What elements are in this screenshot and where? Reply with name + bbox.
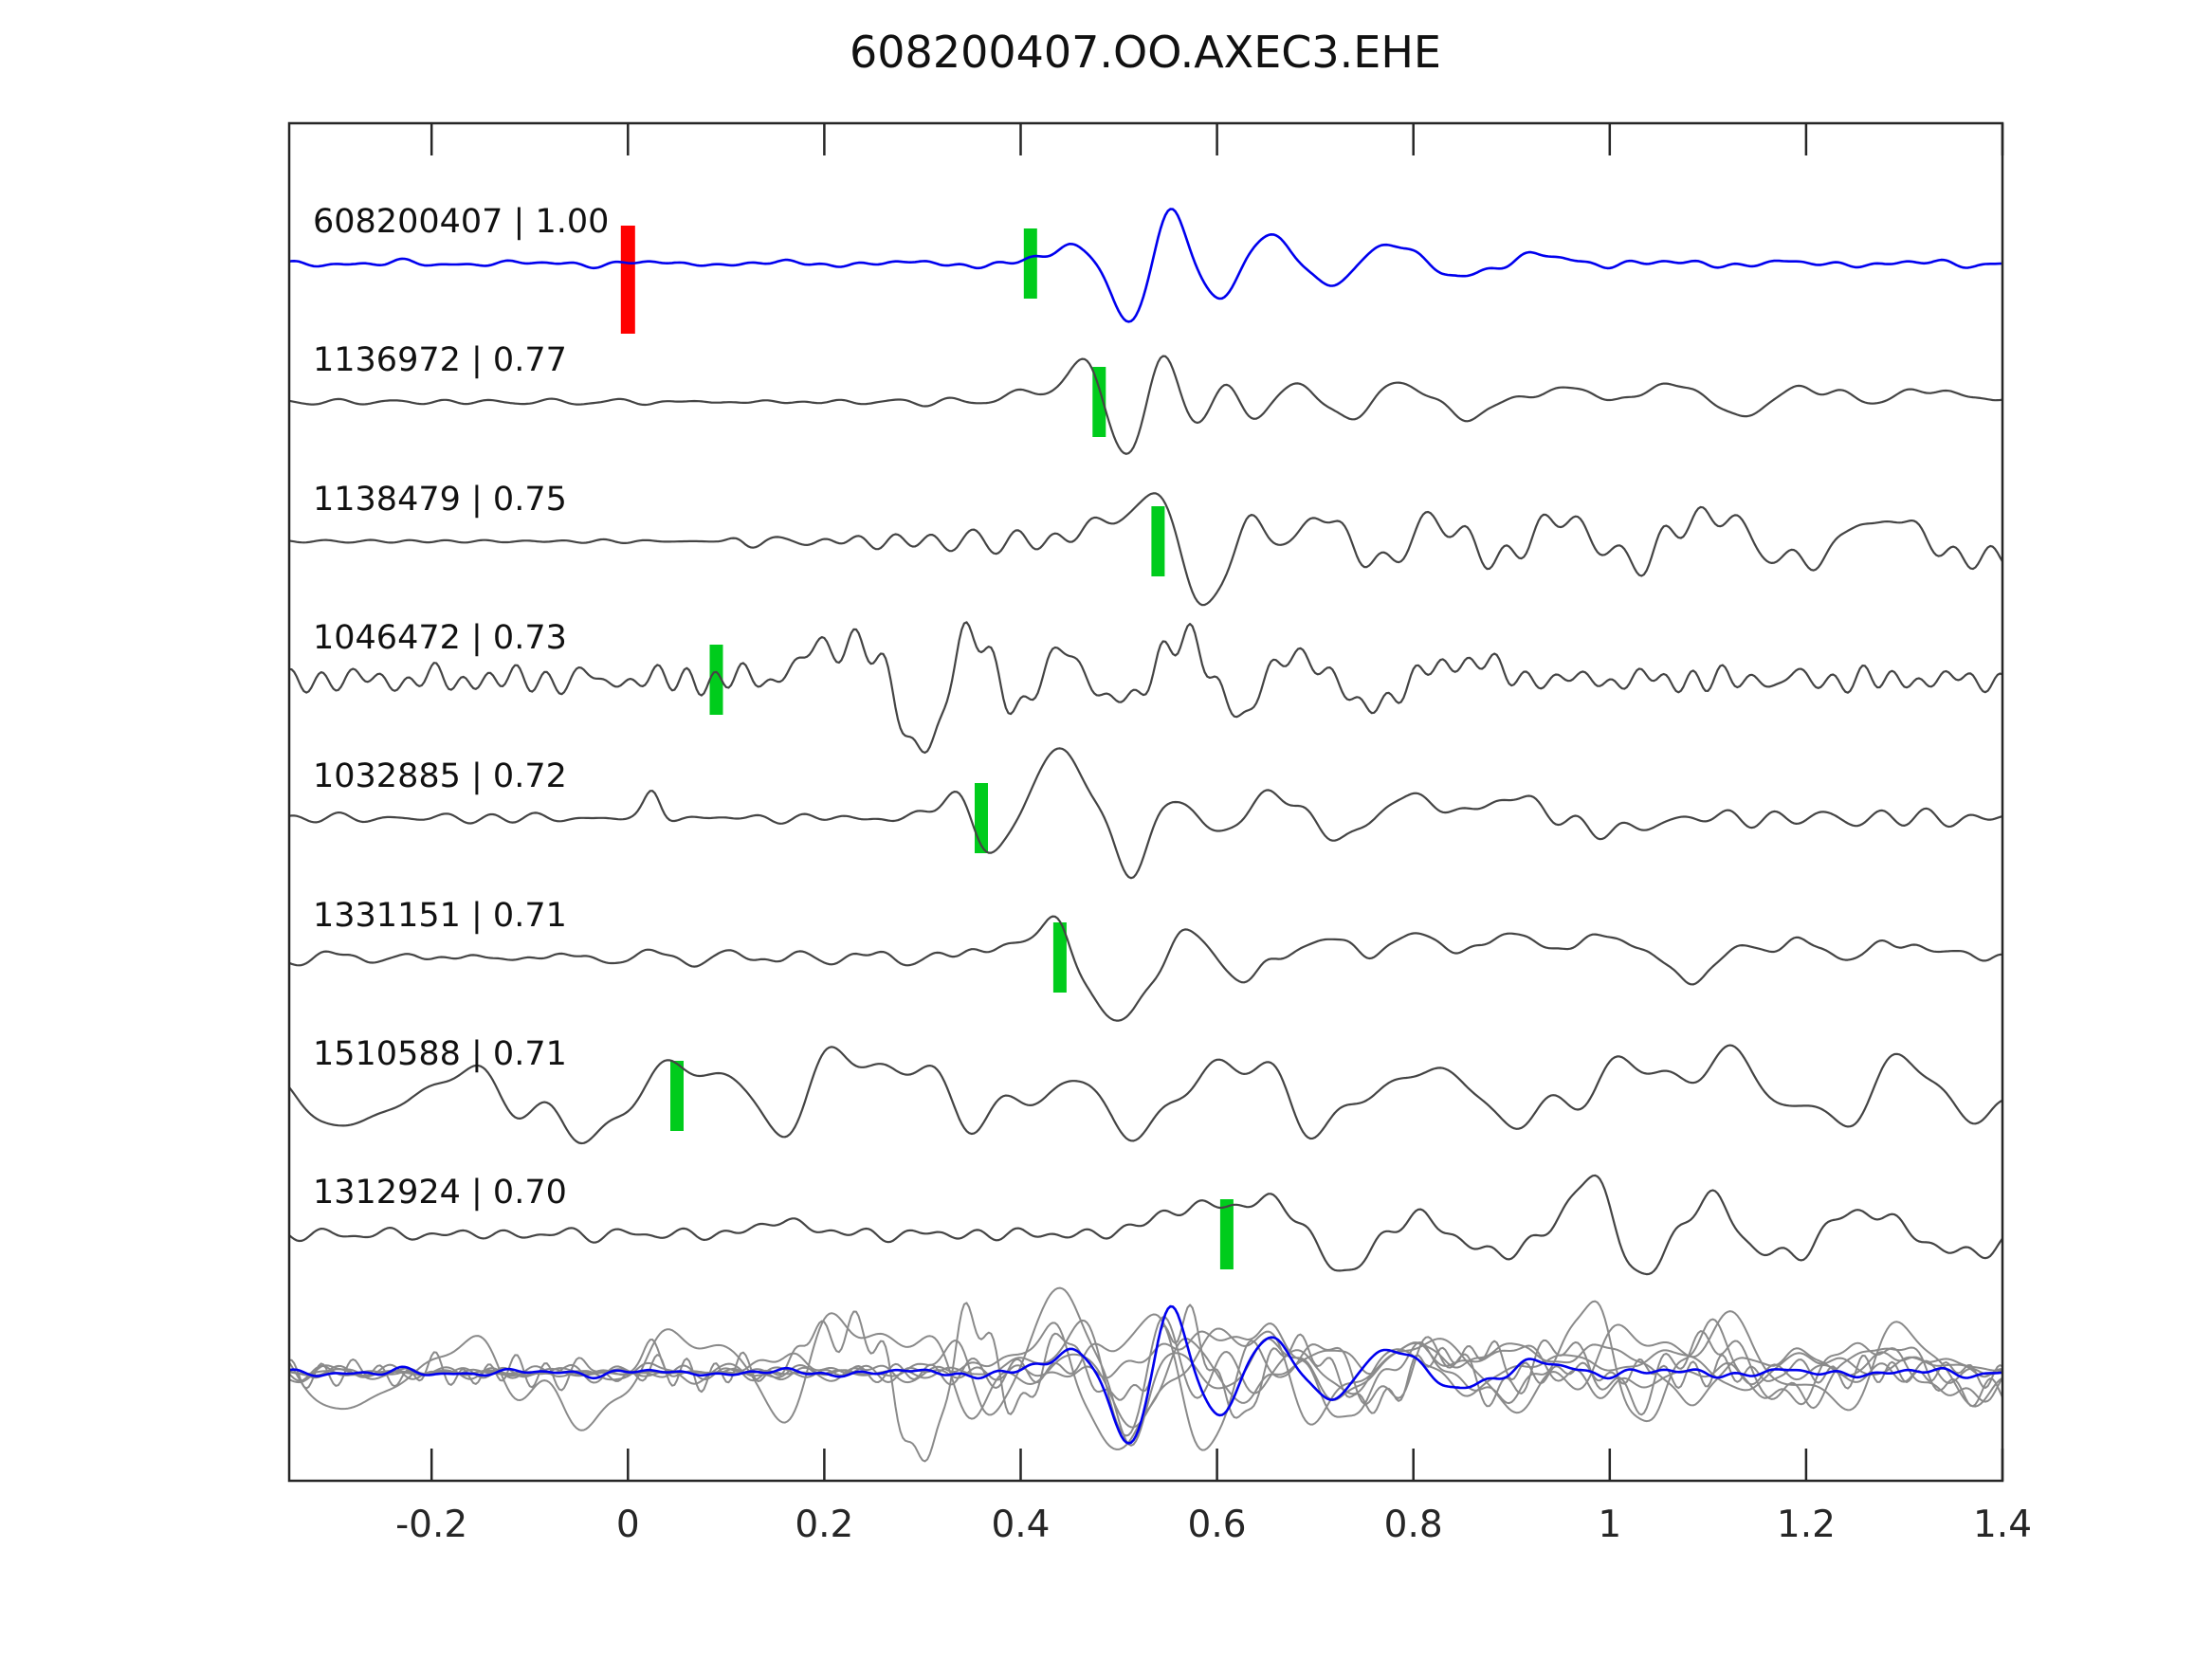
trace-label: 1046472 | 0.73 (313, 619, 567, 657)
waveform-trace (289, 747, 2002, 880)
waveform-trace (289, 1174, 2002, 1276)
overlay-trace (289, 1286, 2002, 1447)
trace-label: 1032885 | 0.72 (313, 757, 567, 795)
trace-label: 1312924 | 0.70 (313, 1174, 567, 1212)
pick-marker (1151, 506, 1165, 576)
pick-marker (1092, 367, 1106, 437)
pick-marker (1023, 228, 1037, 299)
waveform-trace (289, 1044, 2002, 1145)
axis-ticks (430, 123, 2004, 1481)
template-origin-marker (620, 226, 635, 334)
chart-title: 608200407.OO.AXEC3.EHE (850, 27, 1441, 78)
pick-marker (709, 645, 723, 715)
waveform-trace (289, 355, 2002, 455)
overlay-template-trace (289, 1304, 2002, 1445)
pick-marker (975, 783, 988, 853)
x-tick-label: 1.2 (1776, 1504, 1836, 1546)
waveform-trace (289, 208, 2002, 323)
pick-marker (670, 1061, 684, 1131)
pick-marker (1219, 1199, 1234, 1269)
trace-label: 1138479 | 0.75 (313, 481, 567, 519)
x-tick-label: 0.6 (1187, 1504, 1247, 1546)
pick-marker (1052, 922, 1067, 993)
overlay-trace (289, 1302, 2002, 1463)
x-tick-label: 0 (615, 1504, 640, 1546)
waveform-trace (289, 621, 2002, 755)
x-tick-label: 1 (1598, 1504, 1622, 1546)
trace-label: 608200407 | 1.00 (313, 203, 610, 241)
x-tick-label: 0.2 (795, 1504, 854, 1546)
x-tick-label: 1.4 (1972, 1504, 2033, 1546)
x-tick-label: 0.8 (1383, 1504, 1443, 1546)
overlay-trace (289, 1316, 2002, 1437)
overlay-trace (289, 1310, 2002, 1431)
waveform-trace (289, 915, 2002, 1022)
overlay-trace (289, 1322, 2002, 1450)
x-tick-label: 0.4 (991, 1504, 1051, 1546)
trace-label: 1331151 | 0.71 (313, 897, 567, 935)
overlay-trace (289, 1300, 2002, 1423)
waveform-trace (289, 492, 2002, 607)
trace-label: 1510588 | 0.71 (313, 1035, 567, 1073)
trace-label: 1136972 | 0.77 (313, 341, 567, 379)
plot-border (287, 121, 2004, 1483)
x-tick-label: -0.2 (395, 1504, 468, 1546)
